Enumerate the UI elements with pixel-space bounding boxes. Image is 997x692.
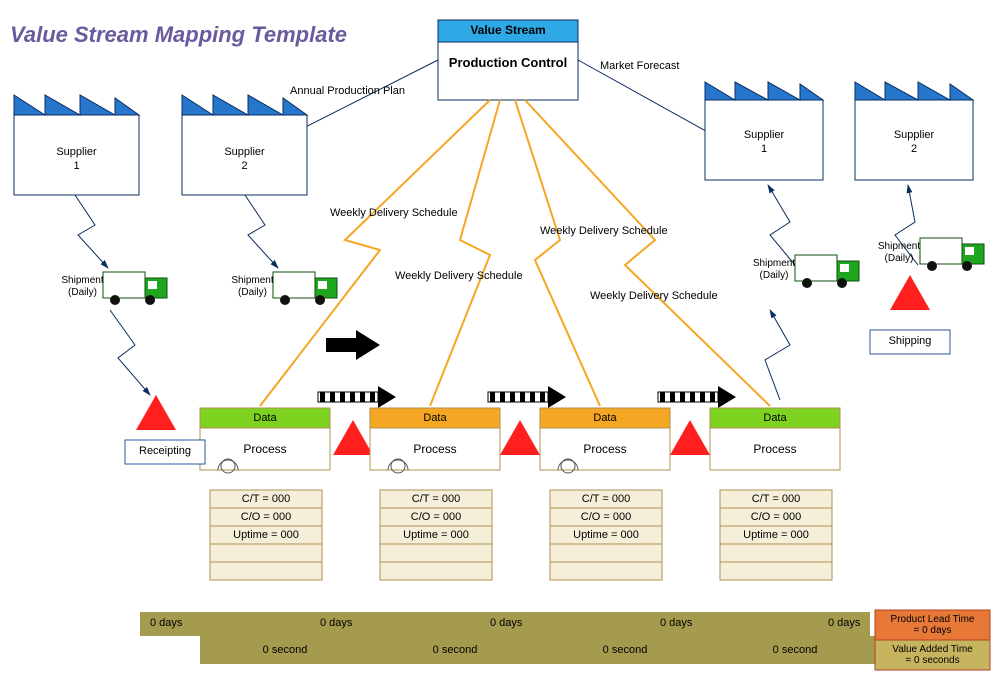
proc-3-m2: Uptime = 000 — [550, 526, 662, 544]
push-arrow-big — [326, 330, 380, 360]
shipping-label: Shipping — [870, 330, 950, 352]
striped-arrow-3 — [658, 386, 736, 408]
striped-arrow-2 — [488, 386, 566, 408]
proc-4-head: Data — [710, 408, 840, 428]
zigzag-3 — [110, 310, 150, 395]
summary-top: Product Lead Time = 0 days — [875, 614, 990, 636]
proc-1-m2: Uptime = 000 — [210, 526, 322, 544]
zigzag-2 — [245, 195, 278, 268]
annual-plan-label: Annual Production Plan — [290, 85, 405, 97]
proc-1-m1: C/O = 000 — [210, 508, 322, 526]
weekly-3: Weekly Delivery Schedule — [540, 225, 668, 237]
proc-2-m2: Uptime = 000 — [380, 526, 492, 544]
weekly-4: Weekly Delivery Schedule — [590, 290, 718, 302]
shipment-1-label: Shipment (Daily) — [60, 275, 105, 299]
truck-icon-2 — [273, 272, 337, 305]
tl-top-1: 0 days — [320, 617, 352, 629]
electronic-info-arrows — [260, 100, 770, 406]
control-body: Production Control — [438, 55, 578, 71]
shipment-4-label: Shipment (Daily) — [875, 241, 923, 265]
tl-bot-0: 0 second — [200, 644, 370, 656]
proc-4-m2: Uptime = 000 — [720, 526, 832, 544]
shipment-3-label: Shipment (Daily) — [750, 258, 798, 282]
tl-bot-3: 0 second — [710, 644, 880, 656]
market-forecast-label: Market Forecast — [600, 60, 679, 72]
proc-3-body: Process — [540, 430, 670, 468]
zigzag-1 — [75, 195, 108, 268]
proc-3-m0: C/T = 000 — [550, 490, 662, 508]
supplier-left-1-label: Supplier 1 — [14, 145, 139, 173]
zigzag-5 — [768, 185, 795, 265]
proc-2-body: Process — [370, 430, 500, 468]
tl-top-2: 0 days — [490, 617, 522, 629]
tl-top-0: 0 days — [150, 617, 182, 629]
diagram-canvas — [0, 0, 997, 692]
proc-1-body: Process — [200, 430, 330, 468]
proc-2-m0: C/T = 000 — [380, 490, 492, 508]
receipting-label: Receipting — [125, 440, 205, 462]
supplier-left-2-label: Supplier 2 — [182, 145, 307, 173]
proc-4-m0: C/T = 000 — [720, 490, 832, 508]
control-header: Value Stream — [438, 23, 578, 37]
truck-icon-3 — [795, 255, 859, 288]
tl-bot-1: 0 second — [370, 644, 540, 656]
weekly-2: Weekly Delivery Schedule — [395, 270, 523, 282]
proc-1-head: Data — [200, 408, 330, 428]
tl-top-3: 0 days — [660, 617, 692, 629]
proc-4-body: Process — [710, 430, 840, 468]
tl-top-4: 0 days — [828, 617, 860, 629]
truck-icon-4 — [920, 238, 984, 271]
control-body-text: Production Control — [449, 55, 567, 70]
proc-2-m1: C/O = 000 — [380, 508, 492, 526]
proc-2-head: Data — [370, 408, 500, 428]
supplier-right-2-label: Supplier 2 — [855, 128, 973, 156]
tl-bot-2: 0 second — [540, 644, 710, 656]
proc-4-m1: C/O = 000 — [720, 508, 832, 526]
proc-3-m1: C/O = 000 — [550, 508, 662, 526]
supplier-right-1-label: Supplier 1 — [705, 128, 823, 156]
proc-1-m0: C/T = 000 — [210, 490, 322, 508]
striped-arrow-1 — [318, 386, 396, 408]
proc-3-head: Data — [540, 408, 670, 428]
shipment-2-label: Shipment (Daily) — [230, 275, 275, 299]
truck-icon-1 — [103, 272, 167, 305]
weekly-1: Weekly Delivery Schedule — [330, 207, 458, 219]
summary-bot: Value Added Time = 0 seconds — [875, 644, 990, 666]
zigzag-4 — [765, 310, 790, 400]
